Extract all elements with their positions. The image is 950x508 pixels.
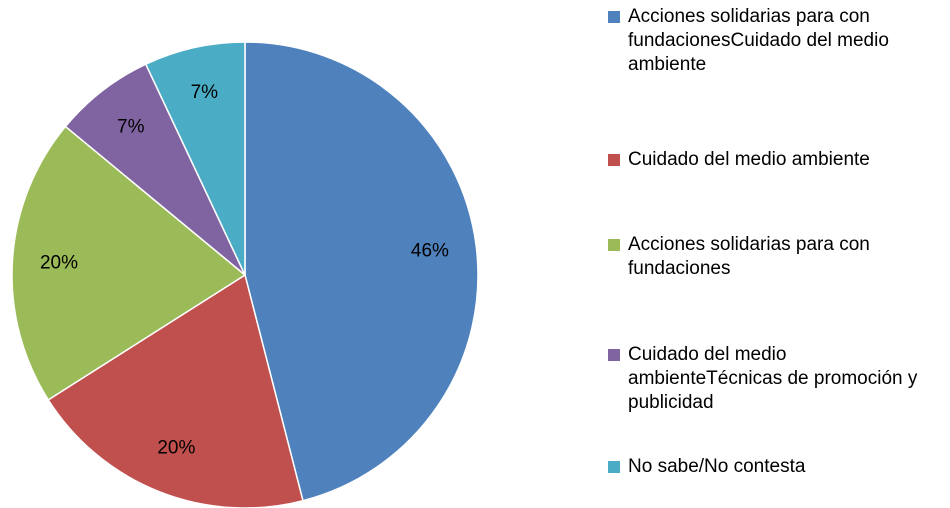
pie-slice xyxy=(144,41,246,276)
legend-label: Acciones solidarias para con fundaciones xyxy=(628,234,870,279)
slice-label: 46% xyxy=(411,241,449,262)
legend-label: Cuidado del medio ambienteTécnicas de pr… xyxy=(628,344,918,413)
legend-swatch xyxy=(608,239,620,251)
pie-slice xyxy=(11,125,247,401)
legend-label: Acciones solidarias para con fundaciones… xyxy=(628,6,889,75)
legend-swatch xyxy=(608,461,620,473)
slice-label: 7% xyxy=(117,117,145,138)
pie-slice xyxy=(244,41,479,502)
pie-slice xyxy=(47,273,304,508)
legend-swatch xyxy=(608,154,620,166)
pie-slice xyxy=(64,63,246,276)
slice-label: 7% xyxy=(191,82,219,103)
slice-label: 20% xyxy=(40,252,78,273)
legend-item: Cuidado del medio ambiente xyxy=(608,148,944,172)
legend-item: No sabe/No contesta xyxy=(608,455,944,479)
slice-label: 20% xyxy=(157,437,195,458)
legend-swatch xyxy=(608,11,620,23)
legend-swatch xyxy=(608,349,620,361)
legend-item: Acciones solidarias para con fundaciones… xyxy=(608,5,944,77)
legend-label: Cuidado del medio ambiente xyxy=(628,149,870,170)
legend-label: No sabe/No contesta xyxy=(628,456,806,477)
legend-item: Acciones solidarias para con fundaciones xyxy=(608,233,944,281)
legend-item: Cuidado del medio ambienteTécnicas de pr… xyxy=(608,343,944,415)
